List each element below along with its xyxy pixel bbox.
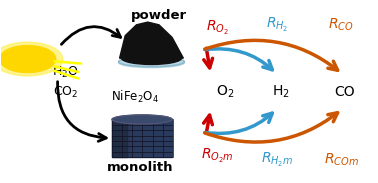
Ellipse shape [119, 58, 184, 68]
Circle shape [0, 42, 63, 76]
Text: H$_2$: H$_2$ [272, 83, 290, 100]
Text: $R_{H_2m}$: $R_{H_2m}$ [261, 151, 293, 169]
Text: powder: powder [131, 9, 187, 22]
Text: H$_2$O
CO$_2$: H$_2$O CO$_2$ [52, 65, 79, 100]
Ellipse shape [121, 52, 181, 64]
Text: $R_{O_2m}$: $R_{O_2m}$ [201, 147, 234, 165]
Text: O$_2$: O$_2$ [215, 83, 234, 100]
Text: $R_{O_2}$: $R_{O_2}$ [206, 19, 229, 38]
Ellipse shape [112, 115, 172, 124]
Text: $R_{CO}$: $R_{CO}$ [328, 17, 354, 33]
Text: monolith: monolith [107, 161, 174, 174]
Polygon shape [119, 22, 183, 58]
Text: NiFe$_2$O$_4$: NiFe$_2$O$_4$ [111, 89, 158, 105]
FancyBboxPatch shape [112, 119, 127, 157]
Circle shape [0, 46, 56, 73]
Text: $R_{COm}$: $R_{COm}$ [324, 152, 358, 168]
Text: $R_{H_2}$: $R_{H_2}$ [266, 16, 288, 34]
Text: CO: CO [335, 85, 355, 98]
FancyBboxPatch shape [112, 119, 172, 157]
